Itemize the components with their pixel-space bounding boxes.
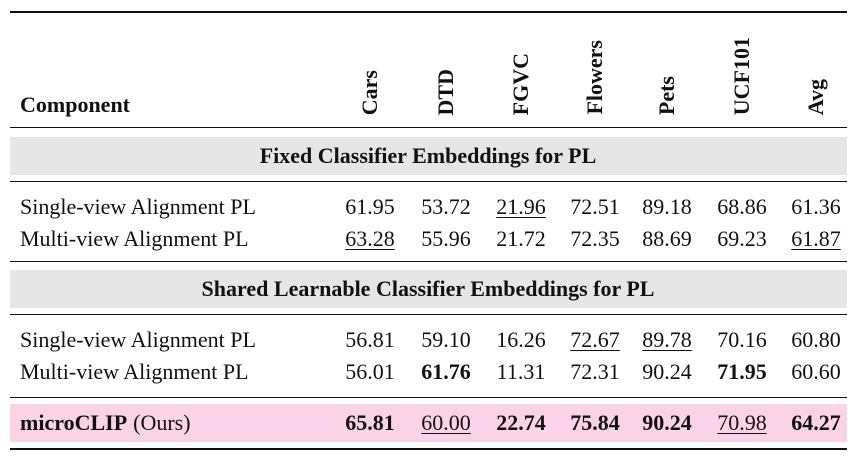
value-cell: 71.95 [717,359,767,384]
value-cell: 61.95 [345,194,395,219]
section-title: Shared Learnable Classifier Embeddings f… [201,276,655,301]
value-cell: 61.87 [791,226,841,251]
value-cell: 61.76 [421,359,471,384]
section-band [10,137,847,175]
value-cell: 60.60 [791,359,841,384]
rule [10,314,847,315]
row-label: Single-view Alignment PL [20,194,256,219]
value-cell: 75.84 [570,410,620,435]
value-cell: 90.24 [642,410,692,435]
rule [10,11,847,13]
highlight-band [10,404,847,442]
value-cell: 72.35 [570,226,620,251]
rule [10,448,847,450]
value-cell: 59.10 [421,327,471,352]
header-cell: Pets [654,75,679,115]
row-label: Multi-view Alignment PL [20,226,249,251]
method-name: microCLIP [20,410,128,435]
value-cell: 21.72 [496,226,546,251]
value-cell: 60.00 [421,410,471,435]
rule [10,181,847,182]
value-cell: 21.96 [496,194,546,219]
value-cell: 69.23 [717,226,767,251]
value-cell: 64.27 [791,410,841,435]
section-title: Fixed Classifier Embeddings for PL [259,143,597,168]
value-cell: 70.98 [717,410,767,435]
rule [10,397,847,398]
value-cell: 60.80 [791,327,841,352]
header-cell: Flowers [582,40,607,115]
rule [10,261,847,262]
header-cell: Component [20,92,131,117]
value-cell: 72.31 [570,359,620,384]
header-cell: Avg [803,78,828,115]
value-cell: 11.31 [496,359,546,384]
header-cell: UCF101 [729,36,754,115]
header-cell: FGVC [508,52,533,115]
row-label: Single-view Alignment PL [20,327,256,352]
value-cell: 63.28 [345,226,395,251]
section-band [10,270,847,308]
value-cell: 89.18 [642,194,692,219]
method-suffix: (Ours) [133,410,191,435]
value-cell: 56.01 [345,359,395,384]
value-cell: 56.81 [345,327,395,352]
rule [10,127,847,128]
value-cell: 70.16 [717,327,767,352]
value-cell: 16.26 [496,327,546,352]
value-cell: 88.69 [642,226,692,251]
value-cell: 55.96 [421,226,471,251]
value-cell: 89.78 [642,327,692,352]
value-cell: 61.36 [791,194,841,219]
value-cell: 22.74 [496,410,546,435]
value-cell: 53.72 [421,194,471,219]
value-cell: 72.51 [570,194,620,219]
value-cell: 90.24 [642,359,692,384]
value-cell: 65.81 [345,410,395,435]
value-cell: 72.67 [570,327,620,352]
value-cell: 68.86 [717,194,767,219]
header-cell: DTD [433,68,458,115]
row-label: Multi-view Alignment PL [20,359,249,384]
header-cell: Cars [357,69,382,115]
